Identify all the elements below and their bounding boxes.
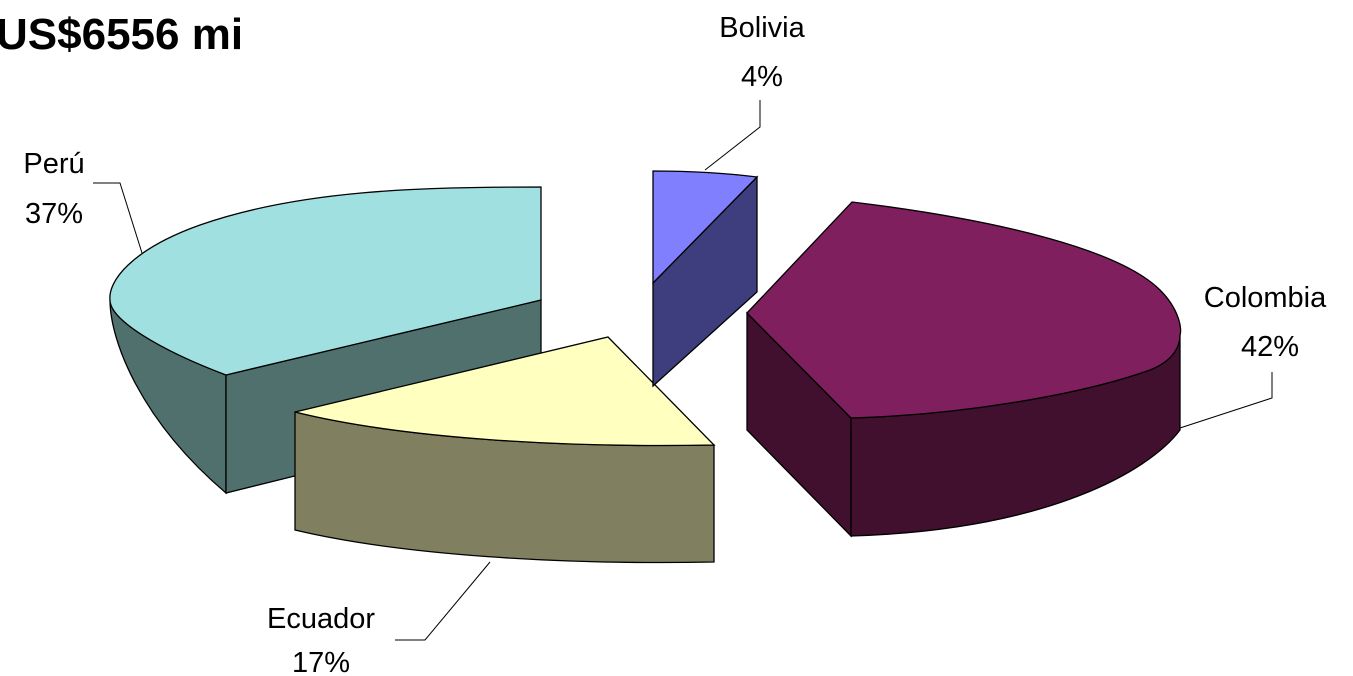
- label-bolivia-percent: 4%: [741, 61, 783, 93]
- leader-line-peru: [93, 182, 143, 254]
- label-ecuador-percent: 17%: [292, 647, 350, 676]
- chart-title: US$6556 mi: [0, 10, 244, 59]
- slice-bolivia-top: [652, 170, 759, 285]
- leader-line-ecuador: [395, 561, 491, 641]
- slice-ecuador: [294, 336, 716, 564]
- label-peru-percent: 37%: [25, 198, 83, 230]
- slice-ecuador-top: [294, 336, 716, 447]
- slice-peru-top: [109, 186, 542, 376]
- label-bolivia-name: Bolivia: [719, 12, 805, 44]
- leader-line-colombia: [1179, 372, 1273, 429]
- label-peru-name: Perú: [23, 148, 84, 180]
- slice-colombia-top: [746, 201, 1182, 419]
- label-ecuador-name: Ecuador: [267, 603, 375, 635]
- slice-bolivia: [652, 170, 759, 388]
- leader-line-bolivia: [704, 100, 761, 171]
- label-colombia-percent: 42%: [1241, 331, 1299, 363]
- label-colombia-name: Colombia: [1204, 282, 1327, 314]
- slice-colombia: [746, 201, 1182, 538]
